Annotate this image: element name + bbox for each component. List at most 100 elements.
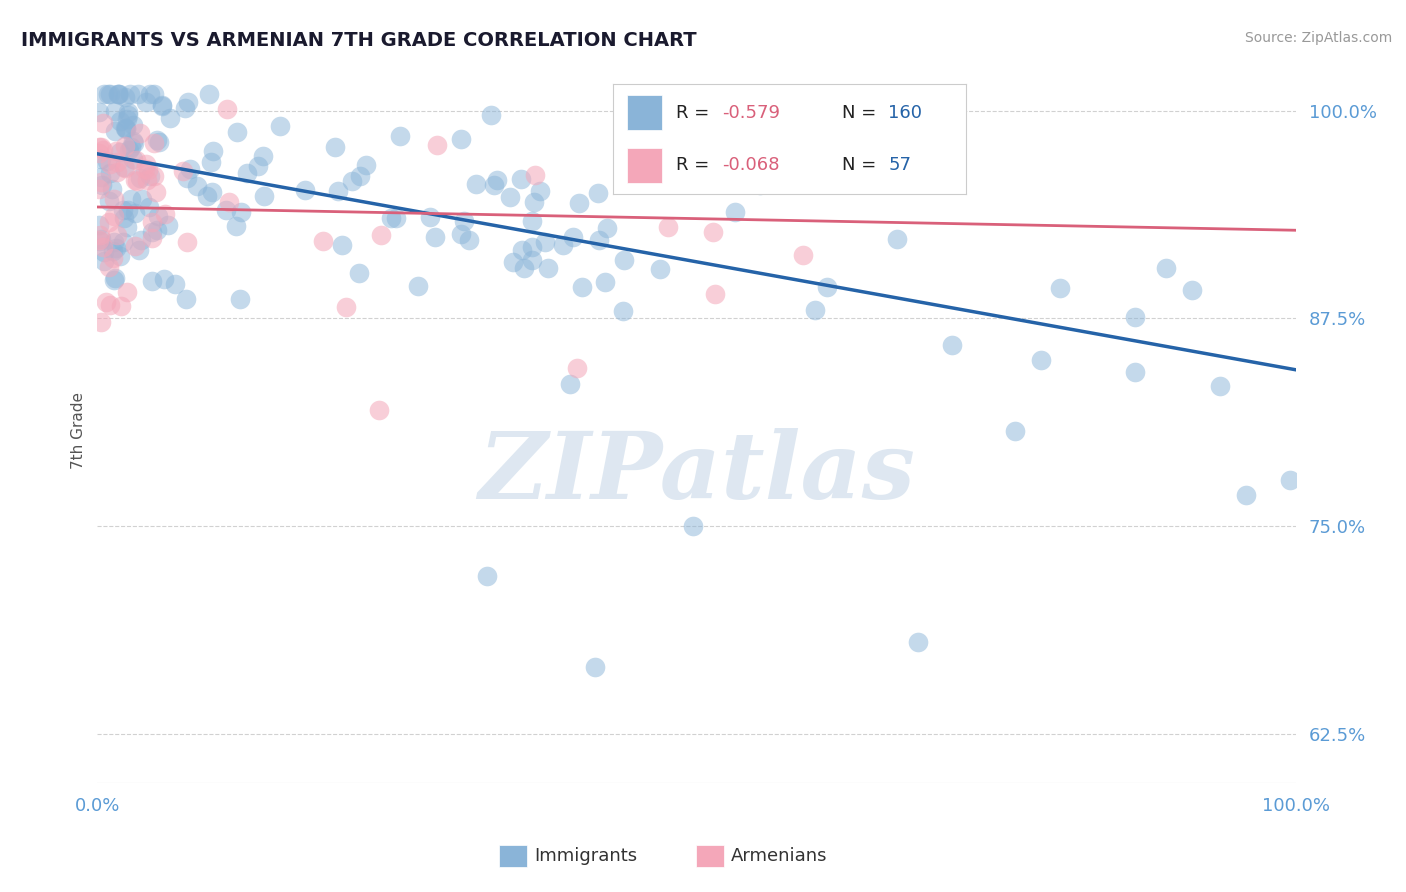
Point — [595, 220, 617, 235]
Point — [561, 230, 583, 244]
Point — [370, 228, 392, 243]
Point — [458, 233, 481, 247]
Point — [108, 114, 131, 128]
Point — [97, 194, 120, 208]
Point — [567, 196, 589, 211]
Point — [186, 178, 208, 193]
Point — [120, 192, 142, 206]
Point — [125, 153, 148, 167]
Point — [112, 160, 135, 174]
Point — [131, 233, 153, 247]
Point — [110, 299, 132, 313]
Point — [115, 122, 138, 136]
Point — [104, 103, 127, 118]
Point — [229, 293, 252, 307]
Point — [583, 660, 606, 674]
Point — [235, 166, 257, 180]
Point — [159, 111, 181, 125]
Point — [176, 235, 198, 250]
Point — [105, 165, 128, 179]
Point — [453, 213, 475, 227]
Point — [1234, 488, 1257, 502]
Point — [138, 200, 160, 214]
Point — [121, 118, 143, 132]
Point — [342, 174, 364, 188]
Point — [426, 137, 449, 152]
Point — [423, 229, 446, 244]
Point — [389, 129, 412, 144]
Point — [533, 235, 555, 250]
Point — [118, 87, 141, 101]
Point — [139, 169, 162, 183]
Point — [96, 154, 118, 169]
Point — [229, 205, 252, 219]
Point — [419, 210, 441, 224]
Point — [124, 205, 146, 219]
Point — [125, 173, 148, 187]
Point — [117, 108, 139, 122]
Point — [97, 215, 120, 229]
Point — [103, 192, 125, 206]
Point — [127, 87, 149, 101]
Point — [593, 275, 616, 289]
Point — [93, 254, 115, 268]
Point — [613, 253, 636, 268]
Point — [105, 154, 128, 169]
Point — [90, 170, 112, 185]
Point — [702, 225, 724, 239]
Text: Immigrants: Immigrants — [534, 847, 637, 865]
Point — [749, 178, 772, 193]
Point — [146, 223, 169, 237]
Point — [218, 195, 240, 210]
Point — [103, 273, 125, 287]
Point — [588, 233, 610, 247]
Point — [90, 232, 112, 246]
Point — [117, 203, 139, 218]
Point — [179, 162, 201, 177]
Point — [89, 234, 111, 248]
Point — [90, 140, 112, 154]
Point — [165, 277, 187, 291]
Text: IMMIGRANTS VS ARMENIAN 7TH GRADE CORRELATION CHART: IMMIGRANTS VS ARMENIAN 7TH GRADE CORRELA… — [21, 31, 697, 50]
Point — [148, 135, 170, 149]
Point — [347, 266, 370, 280]
Point — [815, 279, 838, 293]
Point — [368, 402, 391, 417]
Point — [105, 241, 128, 255]
Point — [294, 183, 316, 197]
Point — [1123, 310, 1146, 324]
Point — [143, 136, 166, 151]
Point — [104, 124, 127, 138]
Point — [512, 244, 534, 258]
Point — [703, 287, 725, 301]
Point — [107, 87, 129, 101]
Point — [380, 211, 402, 225]
Point — [101, 182, 124, 196]
Point — [91, 178, 114, 192]
Point — [124, 173, 146, 187]
Point — [326, 184, 349, 198]
Point — [143, 87, 166, 101]
Point — [153, 272, 176, 286]
Point — [804, 303, 827, 318]
Point — [118, 144, 141, 158]
Point — [450, 132, 472, 146]
Point — [197, 87, 219, 101]
Point — [330, 237, 353, 252]
Point — [269, 119, 291, 133]
Point — [101, 244, 124, 259]
Point — [201, 186, 224, 200]
Point — [612, 304, 634, 318]
Point — [485, 173, 508, 187]
Point — [558, 377, 581, 392]
Point — [323, 140, 346, 154]
Point — [215, 102, 238, 116]
Text: Armenians: Armenians — [731, 847, 828, 865]
Point — [141, 215, 163, 229]
Point — [465, 177, 488, 191]
Point — [98, 157, 121, 171]
Point — [107, 87, 129, 101]
Point — [90, 176, 112, 190]
Y-axis label: 7th Grade: 7th Grade — [72, 392, 86, 469]
Point — [112, 235, 135, 249]
